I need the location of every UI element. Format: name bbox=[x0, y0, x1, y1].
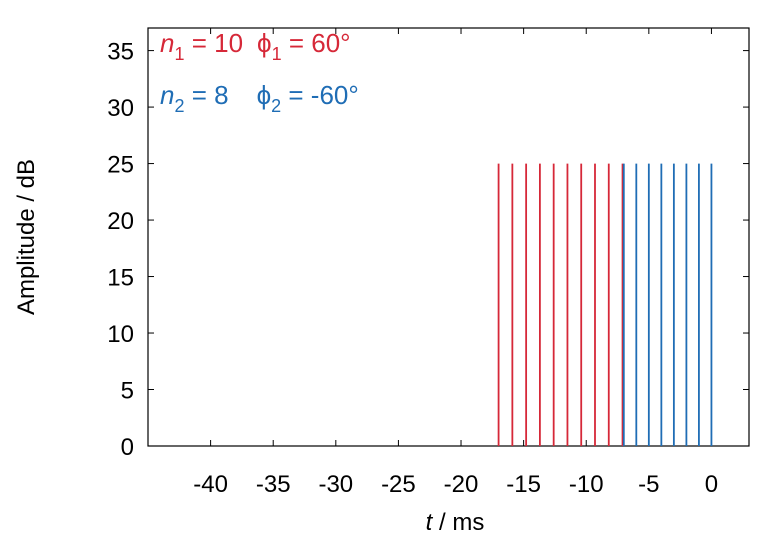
y-tick-label: 0 bbox=[121, 434, 134, 461]
x-tick-label: 0 bbox=[705, 471, 718, 498]
x-tick-label: -35 bbox=[256, 471, 291, 498]
y-tick-label: 20 bbox=[107, 208, 134, 235]
x-tick-label: -30 bbox=[318, 471, 353, 498]
x-tick-label: -20 bbox=[444, 471, 479, 498]
y-tick-label: 15 bbox=[107, 265, 134, 292]
y-tick-label: 10 bbox=[107, 321, 134, 348]
y-tick-label: 5 bbox=[121, 378, 134, 405]
legend-entry-1: n1 = 10 ϕ1 = 60° bbox=[160, 28, 351, 64]
y-tick-label: 25 bbox=[107, 152, 134, 179]
y-tick-label: 35 bbox=[107, 39, 134, 66]
x-tick-label: -10 bbox=[569, 471, 604, 498]
x-tick-label: -40 bbox=[193, 471, 228, 498]
x-tick-label: -15 bbox=[506, 471, 541, 498]
x-tick-label: -25 bbox=[381, 471, 416, 498]
impulse-series bbox=[497, 163, 713, 446]
x-tick-label: -5 bbox=[638, 471, 659, 498]
x-axis-label: t / ms bbox=[426, 509, 485, 536]
legend-entry-2: n2 = 8 ϕ2 = -60° bbox=[160, 80, 359, 116]
axis-ticks: -40 -35 -30 -25 -20 -15 -10 -5 0 0 5 10 15 20 25 30 35 bbox=[107, 28, 749, 498]
y-tick-label: 30 bbox=[107, 95, 134, 122]
plot-frame bbox=[147, 27, 750, 447]
y-axis-label: Amplitude / dB bbox=[13, 159, 40, 315]
